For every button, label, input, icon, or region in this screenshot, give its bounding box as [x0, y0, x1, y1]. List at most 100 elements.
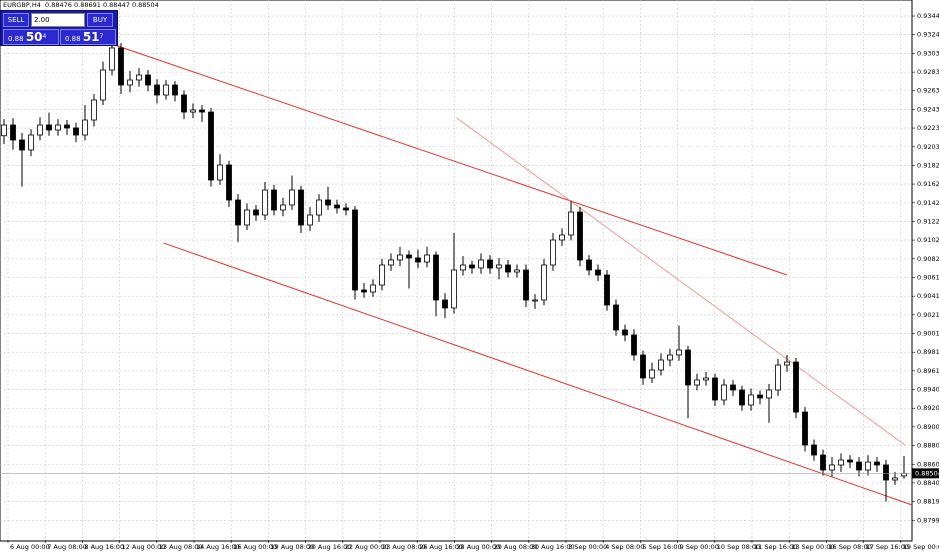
buy-button[interactable]: BUY: [87, 13, 113, 27]
candle-body: [577, 211, 583, 261]
candle-body: [829, 464, 835, 471]
y-tick-label: 0.90417: [917, 292, 939, 300]
candle-body: [226, 164, 232, 201]
candle-body: [55, 124, 61, 131]
x-tick-label: 8 Aug 16:00: [84, 543, 124, 551]
x-tick-label: 30 Aug 16:00: [531, 543, 575, 551]
candle-body: [64, 124, 70, 129]
x-tick-label: 12 Aug 00:00: [122, 543, 166, 551]
x-tick-label: 13 Aug 08:00: [159, 543, 203, 551]
candle-body: [793, 361, 799, 413]
candle-body: [181, 94, 187, 113]
candle-body: [235, 199, 241, 226]
candle-body: [352, 209, 358, 291]
y-tick-label: 0.92837: [917, 68, 939, 76]
x-tick-label: 19 Aug 08:00: [270, 543, 314, 551]
candle-body: [19, 139, 25, 151]
candle-body: [586, 259, 592, 271]
candle-body: [802, 411, 808, 446]
candle-body: [658, 359, 664, 371]
candle-body: [523, 269, 529, 301]
candle-body: [1, 124, 7, 137]
candle-body: [640, 354, 646, 379]
x-tick-label: 28 Aug 00:00: [456, 543, 500, 551]
candle-body: [856, 461, 862, 471]
sell-button[interactable]: SELL: [3, 13, 29, 27]
ask-quote[interactable]: 0.88 517: [60, 29, 116, 45]
x-tick-label: 3 Sep 00:00: [568, 543, 607, 551]
candle-body: [361, 289, 367, 293]
chart-header: EURGBP,H4 0.88476 0.88691 0.88447 0.8850…: [3, 1, 159, 9]
y-tick-label: 0.90014: [917, 330, 939, 338]
candle-body: [703, 377, 709, 381]
candle-body: [838, 459, 844, 466]
x-tick-label: 19 Sep 00:00: [903, 543, 939, 551]
y-tick-label: 0.88804: [917, 442, 939, 450]
candle-body: [370, 284, 376, 293]
candle-body: [208, 111, 214, 181]
x-tick-label: 7 Aug 08:00: [47, 543, 87, 551]
candle-body: [514, 269, 520, 273]
candle-body: [505, 264, 511, 273]
candle-body: [424, 254, 430, 263]
candle-body: [244, 209, 250, 226]
y-tick-label: 0.91023: [917, 236, 939, 244]
x-tick-label: 4 Sep 08:00: [605, 543, 644, 551]
candle-body: [748, 394, 754, 406]
y-tick-label: 0.88602: [917, 460, 939, 468]
symbol: EURGBP,H4: [3, 1, 41, 9]
candle-body: [730, 384, 736, 391]
y-tick-label: 0.90821: [917, 255, 939, 263]
ohlc-high: 0.88691: [74, 1, 101, 9]
y-tick-label: 0.91426: [917, 199, 939, 207]
candle-body: [757, 394, 763, 399]
candle-body: [820, 454, 826, 471]
lot-input[interactable]: 2.00: [31, 13, 85, 27]
bid-small: 4: [42, 33, 47, 40]
candle-body: [172, 84, 178, 96]
candle-body: [136, 74, 142, 81]
trend-line: [163, 242, 913, 506]
x-tick-label: 17 Sep 16:00: [866, 543, 909, 551]
y-tick-label: 0.92233: [917, 124, 939, 132]
candle-body: [10, 124, 16, 141]
y-tick-label: 0.89611: [917, 367, 939, 375]
y-tick-label: 0.88401: [917, 479, 939, 487]
candle-body: [559, 234, 565, 241]
candle-body: [712, 377, 718, 401]
candle-body: [217, 164, 223, 181]
x-tick-label: 23 Aug 08:00: [382, 543, 426, 551]
candle-body: [415, 257, 421, 263]
candle-body: [118, 47, 124, 86]
candle-body: [271, 189, 277, 211]
candle-body: [901, 472, 907, 477]
candle-body: [613, 304, 619, 331]
candle-body: [478, 259, 484, 269]
x-tick-label: 10 Sep 08:00: [717, 543, 760, 551]
bid-quote[interactable]: 0.88 504: [3, 29, 59, 45]
candle-body: [127, 79, 133, 86]
x-tick-label: 6 Aug 00:00: [10, 543, 50, 551]
candle-body: [190, 109, 196, 113]
y-tick-label: 0.89812: [917, 348, 939, 356]
x-tick-label: 5 Sep 16:00: [642, 543, 681, 551]
candle-body: [874, 461, 880, 466]
candle-body: [676, 349, 682, 356]
candle-body: [154, 84, 160, 96]
candle-body: [109, 47, 115, 71]
ohlc-open: 0.88476: [45, 1, 72, 9]
candle-body: [892, 477, 898, 481]
x-tick-label: 13 Sep 00:00: [791, 543, 834, 551]
ask-small: 7: [99, 33, 104, 40]
candle-body: [451, 269, 457, 309]
x-tick-label: 26 Aug 16:00: [419, 543, 463, 551]
y-tick-label: 0.91829: [917, 161, 939, 169]
trade-panel: SELL 2.00 BUY 0.88 504 0.88 517: [0, 10, 118, 46]
candle-body: [406, 254, 412, 259]
candle-body: [343, 207, 349, 211]
candle-body: [388, 259, 394, 266]
candle-body: [316, 199, 322, 216]
candle-body: [604, 274, 610, 306]
y-tick-label: 0.93443: [917, 12, 939, 20]
candle-body: [496, 264, 502, 269]
